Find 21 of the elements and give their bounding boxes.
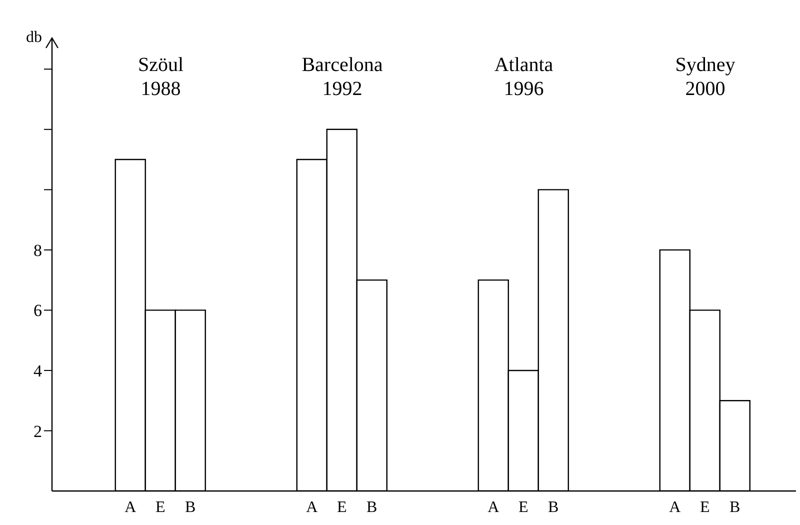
series-label: E <box>155 499 166 516</box>
x-tick-label: Sydney 2000 <box>675 54 736 100</box>
text: B <box>548 499 559 516</box>
x-tick-label: Szöul 1988 <box>138 54 184 100</box>
text: B <box>366 499 378 516</box>
text: A <box>669 499 681 516</box>
y-tick-label: 4 <box>34 362 42 380</box>
y-tick-label: 6 <box>34 301 42 320</box>
series-label: A <box>124 499 137 516</box>
text: A <box>306 499 318 516</box>
text: E <box>336 499 347 516</box>
text: E <box>518 499 528 516</box>
x-tick-label: Barcelona 1992 <box>302 54 383 100</box>
text: A <box>488 499 500 516</box>
x-tick-label: Atlanta 1996 <box>494 54 554 100</box>
y-tick-label: 8 <box>34 240 42 260</box>
y-axis-title: db <box>26 29 42 46</box>
text: B <box>730 499 740 516</box>
y-tick-label: 2 <box>34 422 42 441</box>
series-label: B <box>185 499 196 516</box>
text: E <box>700 499 710 516</box>
